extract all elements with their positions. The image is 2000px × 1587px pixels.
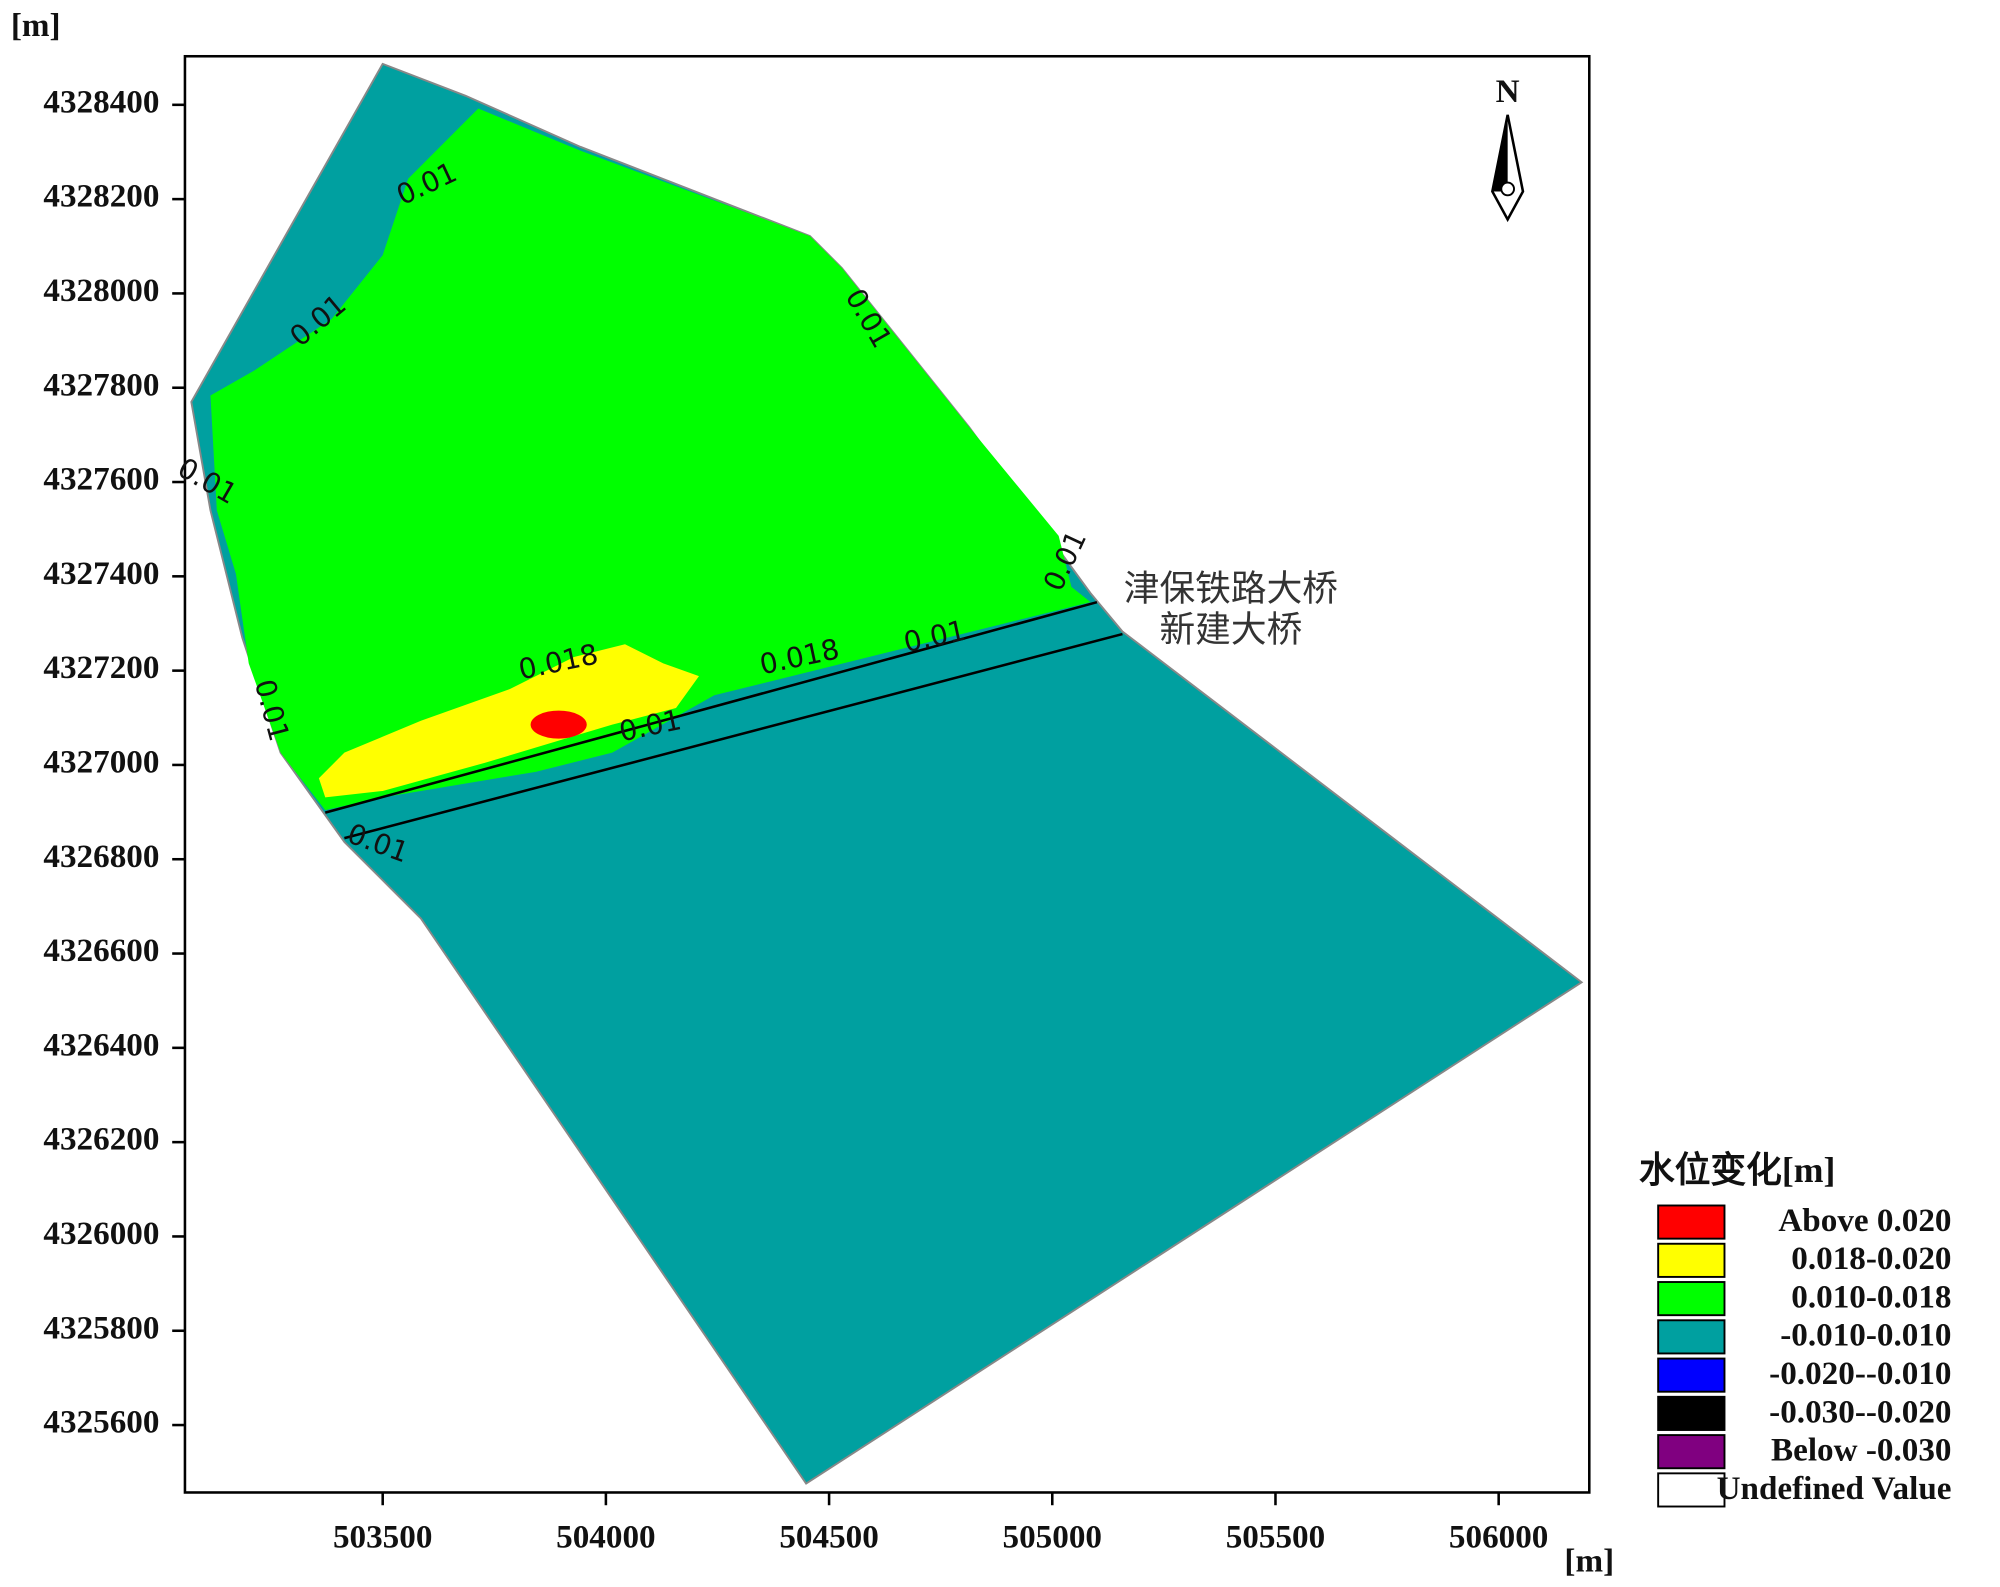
region-red bbox=[530, 710, 587, 739]
legend-title: 水位变化[m] bbox=[1639, 1150, 1835, 1190]
legend-swatch bbox=[1657, 1357, 1726, 1393]
y-tick-label: 4327800 bbox=[43, 366, 159, 403]
y-tick-label: 4327400 bbox=[43, 555, 159, 592]
legend-swatch bbox=[1657, 1319, 1726, 1355]
x-tick-label: 504000 bbox=[556, 1518, 655, 1555]
legend-label: Above 0.020 bbox=[1778, 1202, 1951, 1239]
legend-label: -0.010-0.010 bbox=[1780, 1317, 1951, 1354]
legend-swatch bbox=[1657, 1395, 1726, 1431]
x-tick-label: 504500 bbox=[779, 1518, 878, 1555]
y-tick-label: 4328200 bbox=[43, 178, 159, 215]
y-tick-label: 4325800 bbox=[43, 1309, 159, 1346]
y-tick-label: 4327600 bbox=[43, 461, 159, 498]
legend-label: 0.018-0.020 bbox=[1791, 1240, 1951, 1277]
legend-label: -0.020--0.010 bbox=[1769, 1355, 1951, 1392]
region-green bbox=[210, 108, 1091, 811]
y-tick-label: 4325600 bbox=[43, 1404, 159, 1441]
y-tick-label: 4326400 bbox=[43, 1026, 159, 1063]
y-tick-label: 4327200 bbox=[43, 649, 159, 686]
y-tick-label: 4326800 bbox=[43, 838, 159, 875]
y-unit: [m] bbox=[11, 7, 61, 44]
north-arrow: N bbox=[1491, 73, 1525, 223]
legend-swatch bbox=[1657, 1472, 1726, 1508]
arrow-dot bbox=[1500, 181, 1515, 197]
y-tick-label: 4328000 bbox=[43, 272, 159, 309]
x-unit: [m] bbox=[1564, 1543, 1614, 1580]
y-tick-label: 4326600 bbox=[43, 932, 159, 969]
legend-swatch bbox=[1657, 1281, 1726, 1317]
legend-swatch bbox=[1657, 1204, 1726, 1240]
x-tick-label: 506000 bbox=[1449, 1518, 1548, 1555]
bridge-line bbox=[324, 600, 1098, 814]
north-label: N bbox=[1496, 73, 1520, 110]
y-tick-label: 4328400 bbox=[43, 83, 159, 120]
x-tick-label: 505000 bbox=[1003, 1518, 1102, 1555]
legend-swatch bbox=[1657, 1242, 1726, 1278]
bridge-line bbox=[344, 632, 1123, 840]
annotation: 新建大桥 bbox=[1159, 610, 1302, 651]
legend-label: 0.010-0.018 bbox=[1791, 1278, 1951, 1315]
x-tick-label: 505500 bbox=[1226, 1518, 1325, 1555]
y-tick-label: 4326000 bbox=[43, 1215, 159, 1252]
legend-label: Undefined Value bbox=[1717, 1470, 1952, 1507]
annotation: 津保铁路大桥 bbox=[1124, 569, 1338, 610]
y-tick-label: 4327000 bbox=[43, 744, 159, 781]
y-tick-label: 4326200 bbox=[43, 1121, 159, 1158]
x-tick-label: 503500 bbox=[333, 1518, 432, 1555]
legend-swatch bbox=[1657, 1434, 1726, 1470]
legend-label: Below -0.030 bbox=[1771, 1432, 1952, 1469]
legend-label: -0.030--0.020 bbox=[1769, 1393, 1951, 1430]
region-yellow bbox=[318, 644, 699, 798]
